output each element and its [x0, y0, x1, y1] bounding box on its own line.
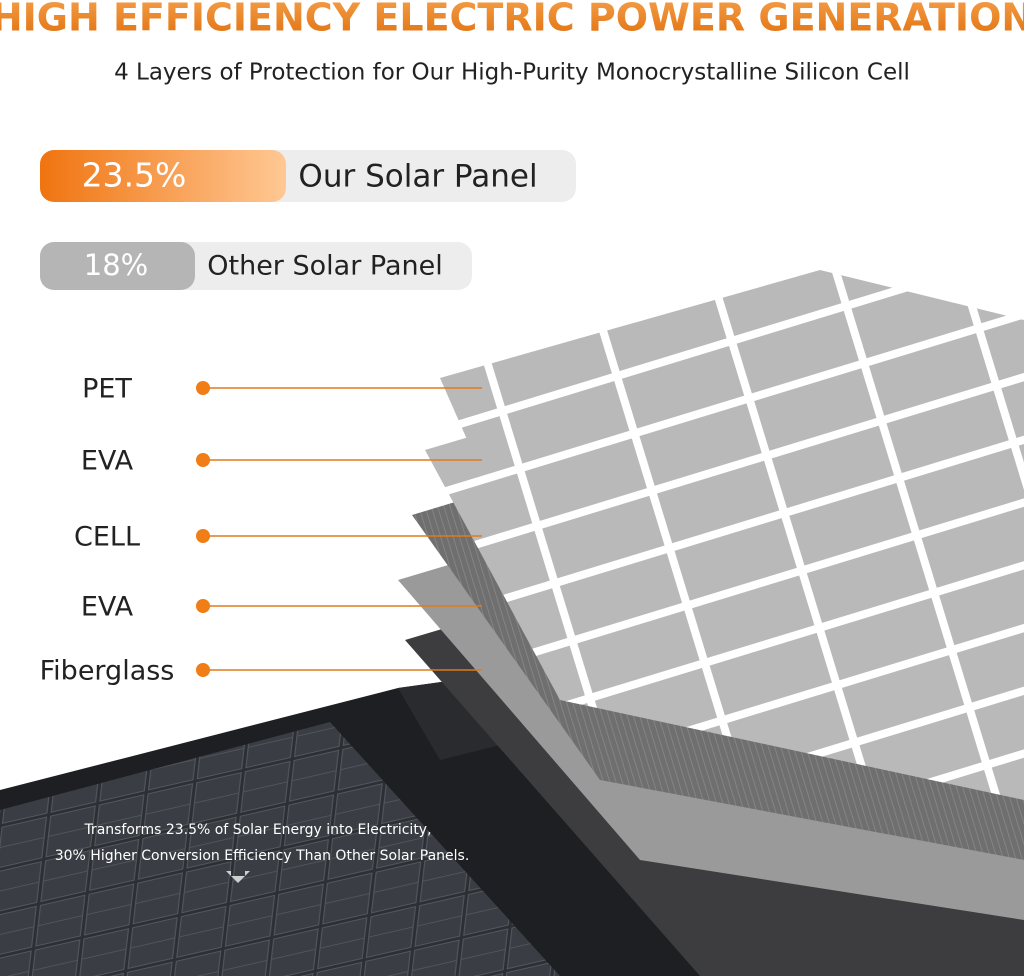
- leader-dot: [196, 663, 210, 677]
- comparison-label: Other Solar Panel: [207, 251, 442, 282]
- leader-dot: [196, 599, 210, 613]
- comparison-bar: [40, 150, 286, 202]
- comparison-value: 23.5%: [82, 156, 187, 195]
- comparison-label: Our Solar Panel: [298, 159, 537, 195]
- caption-line: Transforms 23.5% of Solar Energy into El…: [83, 822, 431, 838]
- layer-label: EVA: [81, 592, 134, 623]
- layer-labels: PET EVA CELL EVA Fiberglass: [40, 374, 482, 687]
- comparison-bar: [40, 242, 195, 290]
- layer-label: EVA: [81, 446, 134, 477]
- layer-label: PET: [82, 374, 132, 405]
- layer-pet: [440, 270, 1024, 700]
- title: HIGH EFFICIENCY ELECTRIC POWER GENERATIO…: [0, 0, 1024, 40]
- panel-fold: [398, 678, 520, 760]
- leader-dot: [196, 453, 210, 467]
- leader-dot: [196, 529, 210, 543]
- panel-cells: [0, 722, 560, 976]
- subtitle: 4 Layers of Protection for Our High-Puri…: [114, 60, 910, 86]
- layer-label: Fiberglass: [40, 656, 175, 687]
- caption-line: 30% Higher Conversion Efficiency Than Ot…: [55, 848, 470, 864]
- layer-label: CELL: [74, 522, 140, 553]
- arrow-icon: [226, 871, 250, 883]
- comparison-value: 18%: [84, 248, 148, 282]
- leader-dot: [196, 381, 210, 395]
